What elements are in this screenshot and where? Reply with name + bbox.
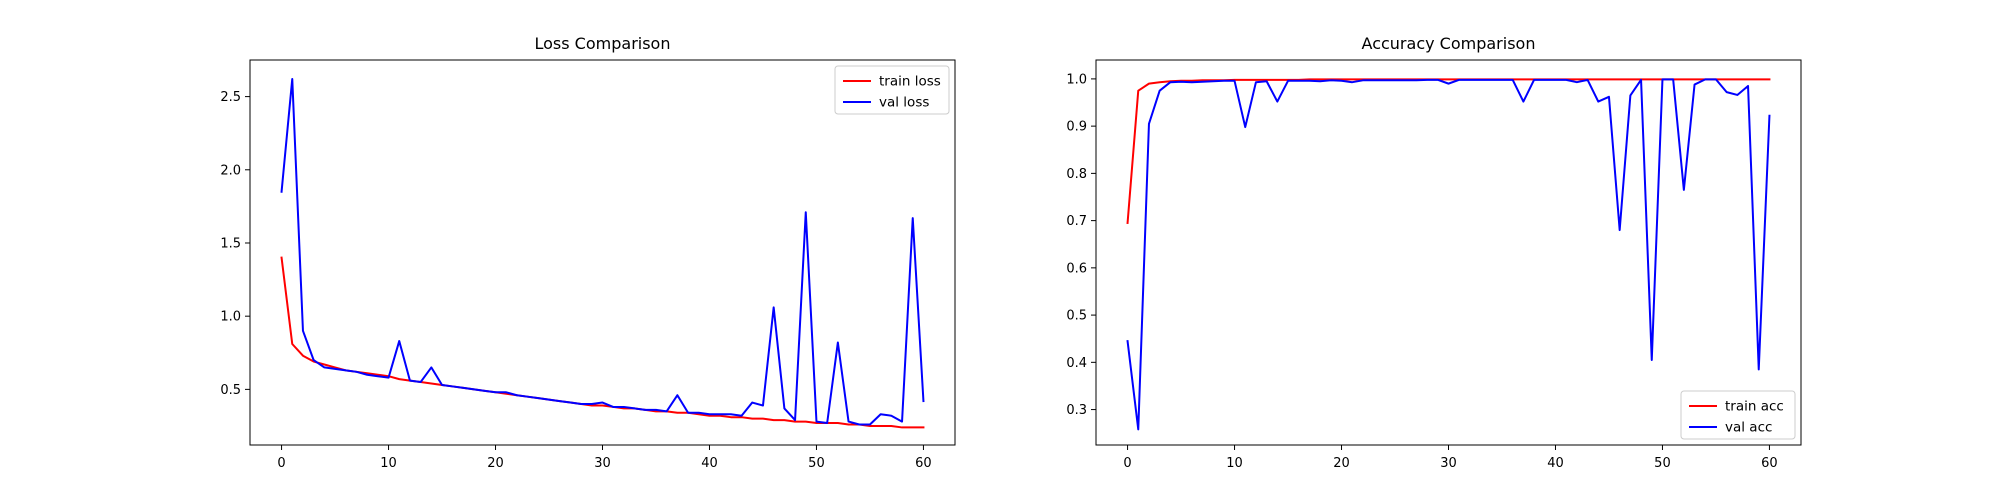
accuracy-x-tick-label: 0 xyxy=(1123,456,1131,471)
loss-x-tick-label: 60 xyxy=(915,456,932,471)
loss-y-tick-label: 2.5 xyxy=(220,90,241,105)
accuracy-x-tick-label: 60 xyxy=(1761,456,1778,471)
accuracy-x-tick-label: 40 xyxy=(1547,456,1564,471)
accuracy-legend: train acc val acc xyxy=(1680,390,1796,440)
accuracy-x-tick-label: 10 xyxy=(1226,456,1243,471)
loss-y-tick-label: 2.0 xyxy=(220,163,241,178)
accuracy-x-tick-label: 20 xyxy=(1333,456,1350,471)
loss-x-tick-label: 0 xyxy=(277,456,285,471)
accuracy-x-tick-label: 30 xyxy=(1440,456,1457,471)
accuracy-y-tick-label: 0.3 xyxy=(1066,403,1087,418)
loss-comparison-panel: Loss Comparison 0 10 20 30 40 50 60 0.5 1.0 1.5 2.… xyxy=(220,34,956,471)
train-loss-legend-label: train loss xyxy=(879,74,941,90)
accuracy-comparison-panel: Accuracy Comparison 0 10 20 30 40 50 60 0.3 0.4 0… xyxy=(1066,34,1802,471)
val-loss-series-line xyxy=(280,78,925,426)
accuracy-y-tick-label: 1.0 xyxy=(1066,72,1087,87)
loss-x-tick-label: 20 xyxy=(487,456,504,471)
accuracy-chart-title: Accuracy Comparison xyxy=(1362,34,1536,53)
loss-y-tick-label: 0.5 xyxy=(220,383,241,398)
accuracy-y-tick-label: 0.9 xyxy=(1066,120,1087,135)
val-acc-legend-label: val acc xyxy=(1725,420,1772,436)
val-acc-series-line xyxy=(1126,78,1771,431)
loss-x-tick-label: 50 xyxy=(808,456,825,471)
loss-x-tick-label: 30 xyxy=(594,456,611,471)
accuracy-y-tick-label: 0.8 xyxy=(1066,167,1087,182)
loss-y-tick-label: 1.0 xyxy=(220,310,241,325)
accuracy-y-tick-label: 0.6 xyxy=(1066,261,1087,276)
accuracy-y-tick-label: 0.5 xyxy=(1066,309,1087,324)
accuracy-x-tick-label: 50 xyxy=(1654,456,1671,471)
loss-legend: train loss val loss xyxy=(834,65,950,115)
loss-x-tick-label: 40 xyxy=(701,456,718,471)
loss-x-tick-label: 10 xyxy=(380,456,397,471)
accuracy-y-tick-label: 0.4 xyxy=(1066,356,1087,371)
train-acc-legend-label: train acc xyxy=(1725,399,1784,415)
accuracy-y-tick-label: 0.7 xyxy=(1066,214,1087,229)
loss-chart-title: Loss Comparison xyxy=(535,34,671,53)
val-loss-legend-label: val loss xyxy=(879,95,929,111)
loss-y-tick-label: 1.5 xyxy=(220,236,241,251)
